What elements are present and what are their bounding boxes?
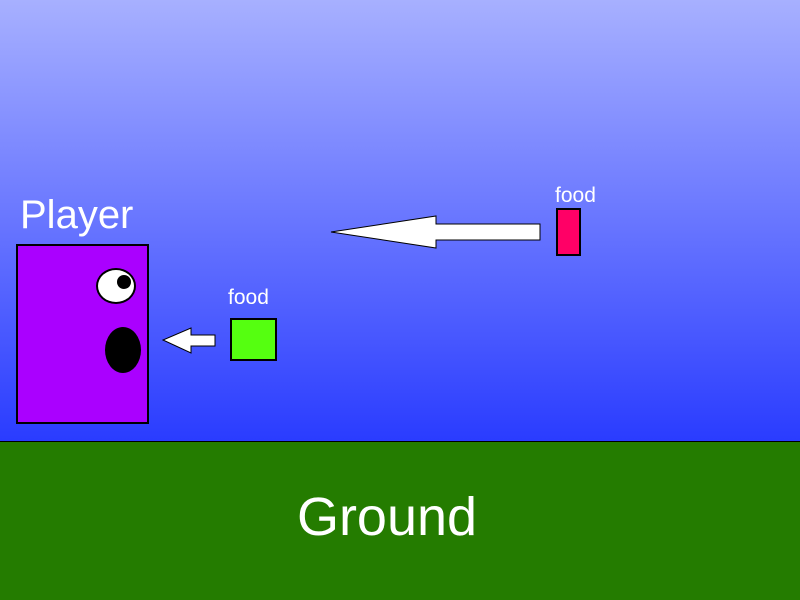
food-label: food	[228, 286, 269, 309]
ground-label: Ground	[296, 487, 478, 547]
food-item-pink	[556, 208, 581, 256]
player-mouth	[105, 327, 141, 373]
player-pupil	[117, 275, 131, 289]
player-eye	[96, 268, 136, 304]
player-character	[16, 244, 149, 424]
ground	[0, 441, 800, 600]
food-item-green	[230, 318, 277, 361]
player-label: Player	[20, 193, 134, 237]
food-label: food	[555, 184, 596, 207]
